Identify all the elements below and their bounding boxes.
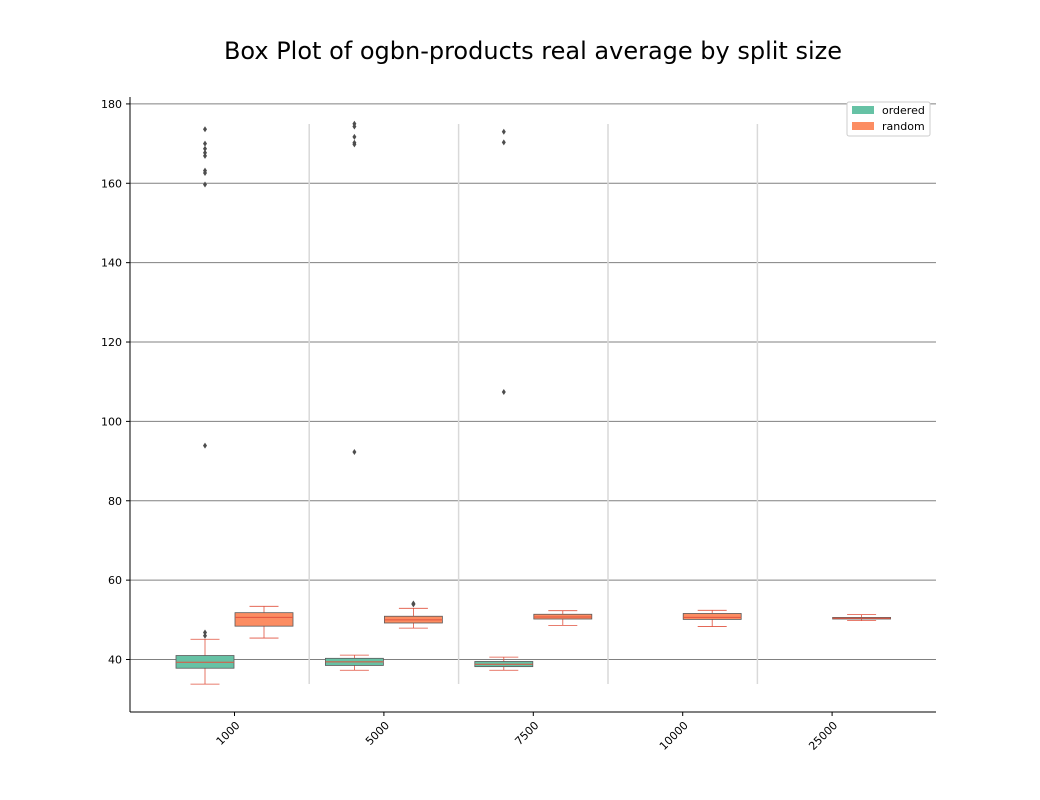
x-tick-label: 7500 (512, 719, 541, 748)
y-tick-label: 60 (108, 574, 122, 587)
y-tick-label: 180 (101, 98, 122, 111)
box-iqr (234, 612, 294, 627)
x-tick-label: 5000 (363, 719, 392, 748)
y-tick-label: 140 (101, 257, 122, 270)
box-ordered-1000 (175, 126, 235, 685)
legend-label-ordered: ordered (882, 104, 925, 117)
box-random-5000 (383, 600, 443, 629)
outlier-point (203, 167, 207, 174)
outlier-point (501, 139, 506, 146)
outlier-point (203, 145, 207, 152)
box-random-7500 (533, 610, 593, 626)
outlier-point (203, 140, 207, 147)
legend-swatch-ordered (852, 106, 874, 114)
legend: ordered random (846, 101, 931, 137)
y-tick-label: 80 (108, 495, 122, 508)
grid-lines (130, 103, 936, 660)
legend-label-random: random (882, 120, 925, 133)
x-tick-label: 25000 (806, 719, 840, 753)
box-iqr (682, 613, 742, 620)
outlier-point (203, 629, 207, 636)
outlier-point (203, 181, 207, 188)
outlier-point (203, 149, 207, 156)
outlier-point (411, 600, 416, 607)
x-tick-label: 1000 (214, 719, 243, 748)
axes: 40 60 80 100 120 140 160 180 1000 5000 7500 10000 25… (101, 97, 936, 753)
box-random-10000 (682, 609, 742, 627)
outlier-point (203, 632, 207, 639)
x-tick-label: 10000 (657, 719, 691, 753)
outlier-point (352, 133, 357, 140)
y-tick-label: 160 (101, 177, 122, 190)
y-tick-label: 40 (108, 654, 122, 667)
box-random-25000 (832, 614, 891, 622)
y-tick-label: 100 (101, 415, 122, 428)
box-random-1000 (234, 605, 294, 639)
outlier-point (352, 139, 357, 146)
outlier-point (501, 128, 506, 135)
box-ordered-7500 (474, 128, 534, 671)
box-ordered-5000 (324, 120, 384, 671)
boxes (175, 120, 891, 685)
category-separators (308, 124, 759, 684)
y-tick-label: 120 (101, 336, 122, 349)
outlier-point (352, 448, 357, 455)
outlier-point (203, 152, 207, 159)
outlier-point (203, 442, 207, 449)
chart-title: Box Plot of ogbn-products real average b… (224, 37, 842, 65)
outlier-point (352, 120, 357, 127)
outlier-point (501, 389, 506, 396)
legend-swatch-random (852, 122, 874, 130)
outlier-point (203, 126, 207, 133)
